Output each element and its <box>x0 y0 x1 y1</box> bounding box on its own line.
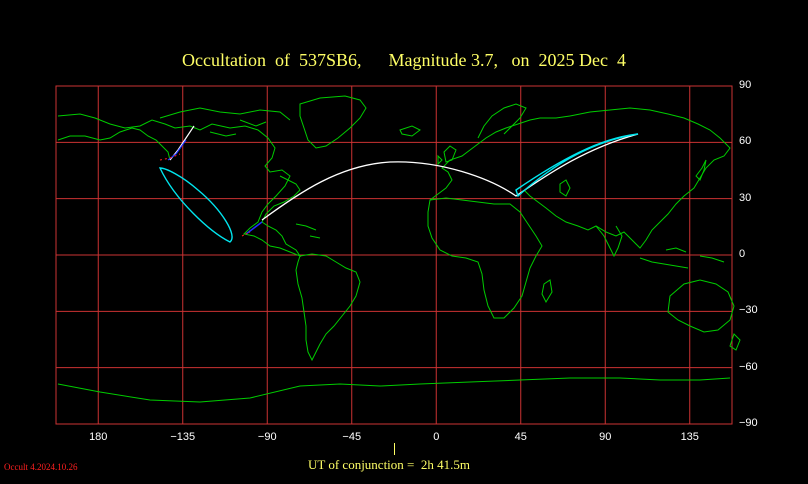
longitude-tick-label: 180 <box>89 431 108 443</box>
coast-south-america <box>295 253 361 362</box>
latitude-tick-label: −30 <box>739 304 758 317</box>
coast-europe <box>429 115 571 201</box>
coast-iceland <box>399 125 421 137</box>
longitude-tick-label: 90 <box>599 431 612 443</box>
coast-arctic-islands <box>159 107 291 137</box>
latitude-tick-label: 60 <box>739 135 752 148</box>
coast-australia <box>667 279 735 333</box>
coast-caribbean <box>295 223 321 239</box>
central-line-north-blue <box>167 139 187 161</box>
coast-alaska <box>57 127 171 161</box>
longitude-tick-label: 0 <box>433 431 440 443</box>
coast-greenland <box>299 95 367 149</box>
coast-japan <box>695 159 707 181</box>
coast-new-zealand <box>729 333 741 351</box>
latitude-tick-label: 0 <box>739 248 746 260</box>
central-line-blue <box>245 221 263 235</box>
longitude-tick-label: −135 <box>170 431 196 443</box>
occultation-path <box>158 125 639 243</box>
coastlines <box>57 95 741 403</box>
latitude-tick-label: −90 <box>739 417 758 429</box>
map-grid <box>55 85 733 425</box>
map-title: Occultation of 537SB6, Magnitude 3.7, on… <box>182 50 626 70</box>
coast-antarctica <box>57 377 731 403</box>
central-line-red <box>241 231 251 237</box>
coast-madagascar <box>541 279 553 304</box>
coast-scandinavia <box>477 103 527 139</box>
coast-africa <box>427 197 543 319</box>
limit-loop-west <box>158 167 233 243</box>
coast-asia <box>523 107 731 249</box>
conjunction-tick <box>394 443 395 455</box>
coast-indonesia <box>639 247 725 269</box>
coast-british-isles <box>437 145 457 166</box>
software-version: Occult 4.2024.10.26 <box>4 462 78 472</box>
central-line-north-red <box>159 153 181 161</box>
coast-india <box>595 225 623 258</box>
longitude-tick-label: 45 <box>514 431 527 443</box>
coast-north-america <box>57 113 302 258</box>
longitude-tick-label: −90 <box>257 431 277 443</box>
coast-caspian <box>559 179 571 197</box>
latitude-tick-label: 30 <box>739 191 752 204</box>
ut-conjunction-label: UT of conjunction = 2h 41.5m <box>308 457 470 472</box>
latitude-tick-label: 90 <box>739 79 752 91</box>
longitude-tick-label: 135 <box>680 431 699 443</box>
latitude-tick-label: −60 <box>739 360 758 373</box>
limit-loop-east <box>515 133 639 198</box>
central-line-main <box>261 133 639 221</box>
longitude-tick-label: −45 <box>342 431 362 443</box>
central-line-north <box>169 125 195 161</box>
